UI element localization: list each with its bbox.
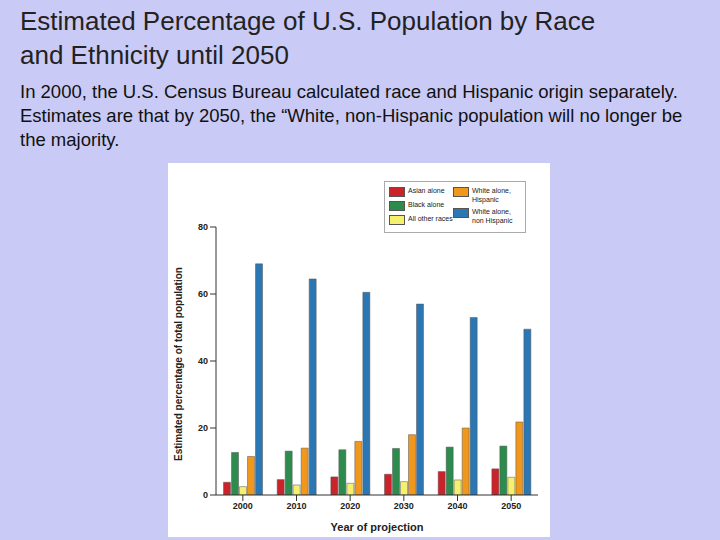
svg-text:20: 20 <box>198 423 208 433</box>
svg-text:2000: 2000 <box>233 501 253 511</box>
svg-text:Year of projection: Year of projection <box>331 521 424 533</box>
html-text:White alone, Hispanic: White alone, Hispanic <box>472 187 511 203</box>
html-text:All other races: All other races <box>408 215 453 222</box>
svg-text:2050: 2050 <box>501 501 521 511</box>
html-text:White alone, non Hispanic: White alone, non Hispanic <box>472 208 513 224</box>
svg-text:0: 0 <box>203 490 208 500</box>
svg-text:2040: 2040 <box>447 501 467 511</box>
svg-text:2030: 2030 <box>394 501 414 511</box>
html-text:Asian alone: Asian alone <box>408 187 445 194</box>
svg-text:2020: 2020 <box>340 501 360 511</box>
svg-text:40: 40 <box>198 356 208 366</box>
svg-text:60: 60 <box>198 289 208 299</box>
svg-text:Estimated percentage of total: Estimated percentage of total population <box>173 267 184 461</box>
html-text:In 2000, the U.S. Census Burea: In 2000, the U.S. Census Bureau calculat… <box>20 81 683 150</box>
html-text:Estimated Percentage of U.S. P: Estimated Percentage of U.S. Population … <box>20 6 596 70</box>
html-text:Black alone: Black alone <box>408 201 445 208</box>
svg-text:80: 80 <box>198 222 208 232</box>
svg-text:2010: 2010 <box>286 501 306 511</box>
